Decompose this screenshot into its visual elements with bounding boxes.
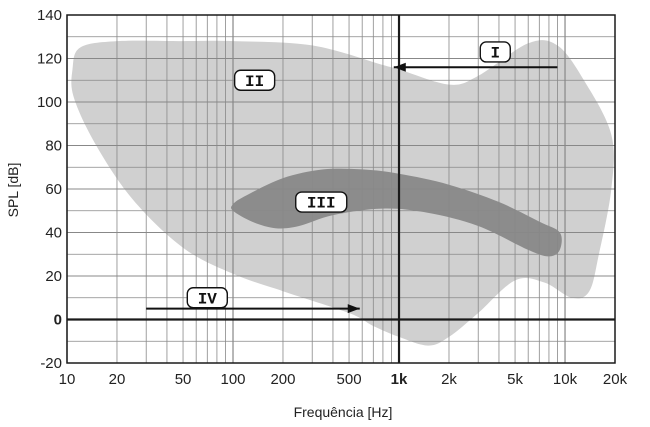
annotation-box-II — [233, 69, 276, 91]
y-tick-label: -20 — [40, 355, 62, 372]
x-axis-label: Frequência [Hz] — [294, 404, 393, 420]
y-tick-label: 140 — [37, 7, 62, 24]
x-tick-label: 500 — [337, 371, 362, 388]
region-III-area — [230, 168, 562, 257]
chart-tick-labels: 10 20 50 100 200 500 1k 2k 5k 10k 20k1401201008060… — [37, 7, 628, 388]
annotation-label-II: II — [245, 73, 264, 91]
annotation-arrowhead-I — [393, 62, 406, 72]
annotation-arrowhead-IV — [347, 304, 360, 314]
annotation-box-IV — [186, 287, 228, 309]
y-tick-label: 60 — [45, 181, 62, 198]
x-tick-label: 100 — [220, 371, 245, 388]
annotation-label-I: I — [490, 44, 500, 62]
x-tick-label: 200 — [270, 371, 295, 388]
x-tick-label: 5k — [507, 371, 523, 388]
x-tick-label: 20k — [603, 371, 628, 388]
y-axis-label: SPL [dB] — [5, 163, 21, 218]
annotation-box-III — [295, 191, 348, 213]
y-tick-label: 20 — [45, 268, 62, 285]
chart-axes — [66, 14, 616, 364]
x-tick-label: 10 — [59, 371, 76, 388]
y-tick-label: 40 — [45, 225, 62, 242]
annotation-label-IV: IV — [198, 290, 218, 308]
x-tick-label: 2k — [441, 371, 457, 388]
y-tick-label: 0 — [54, 312, 62, 329]
y-tick-label: 120 — [37, 51, 62, 68]
x-tick-label: 1k — [391, 371, 408, 388]
y-tick-label: 80 — [45, 138, 62, 155]
annotation-box-I — [479, 41, 511, 63]
plot-frame — [66, 14, 616, 364]
x-tick-label: 50 — [175, 371, 192, 388]
y-tick-label: 100 — [37, 94, 62, 111]
annotation-label-III: III — [307, 195, 336, 213]
x-tick-label: 20 — [109, 371, 126, 388]
x-tick-label: 10k — [553, 371, 578, 388]
